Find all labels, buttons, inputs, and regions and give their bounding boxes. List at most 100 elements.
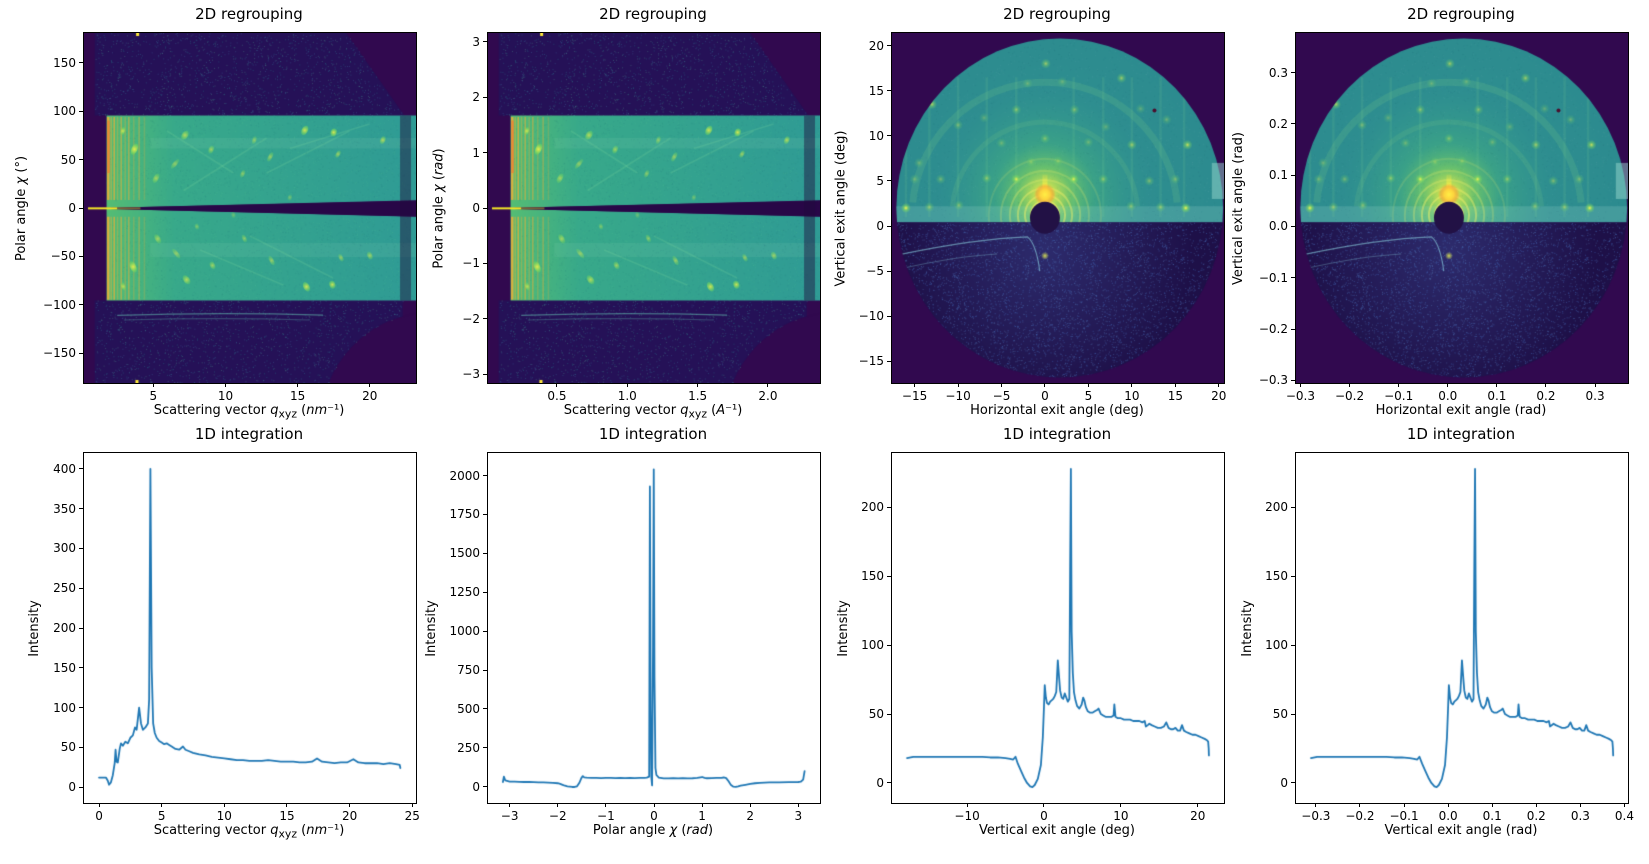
axes-frame bbox=[891, 32, 1225, 384]
y-tick-mark bbox=[483, 207, 487, 209]
y-tick-label: −2 bbox=[462, 311, 480, 326]
x-tick-label: −0.1 bbox=[1384, 389, 1414, 403]
y-tick-mark bbox=[79, 110, 83, 112]
x-tick-mark bbox=[1545, 383, 1547, 387]
y-tick-mark bbox=[79, 159, 83, 161]
y-tick-label: 100 bbox=[53, 700, 76, 715]
x-tick-label: 0.2 bbox=[1536, 389, 1556, 403]
axes-frame bbox=[1295, 32, 1629, 384]
axes-frame bbox=[83, 32, 417, 384]
y-tick-label: 3 bbox=[472, 34, 480, 49]
y-tick-mark bbox=[483, 513, 487, 515]
y-tick-label: 150 bbox=[53, 660, 76, 675]
plot-title: 1D integration bbox=[194, 425, 304, 443]
y-tick-mark bbox=[483, 152, 487, 154]
x-tick-mark bbox=[914, 383, 916, 387]
subplot-2d-regroup-exit-rad: 2D regrouping Vertical exit angle (rad) … bbox=[1231, 5, 1629, 418]
y-tick-label: 0 bbox=[876, 775, 884, 790]
subplot-2d-regroup-qnm-chideg: 2D regrouping Polar angle χ (°) Scatteri… bbox=[15, 5, 417, 421]
y-tick-mark bbox=[1291, 225, 1295, 227]
x-tick-label: 25 bbox=[404, 809, 420, 823]
y-tick-mark bbox=[79, 627, 83, 629]
x-tick-mark bbox=[1001, 383, 1002, 387]
x-tick-label: 0.4 bbox=[1614, 809, 1635, 823]
y-tick-label: 300 bbox=[53, 541, 76, 556]
y-tick-label: 0.3 bbox=[1268, 65, 1288, 80]
x-tick-mark bbox=[653, 803, 655, 807]
y-tick-label: 50 bbox=[60, 740, 76, 755]
x-tick-label: −5 bbox=[992, 389, 1011, 403]
subplot-2d-regroup-qA-chirad: 2D regrouping Polar angle χ (rad) Scatte… bbox=[432, 5, 821, 421]
x-tick-label: −0.1 bbox=[1389, 809, 1419, 823]
line-plot-canvas bbox=[1296, 453, 1628, 803]
y-tick-label: −50 bbox=[50, 249, 76, 264]
y-tick-label: 10 bbox=[868, 128, 884, 143]
heatmap-canvas bbox=[84, 33, 416, 383]
y-tick-label: 1750 bbox=[449, 507, 480, 522]
y-tick-label: −1 bbox=[462, 256, 480, 271]
x-tick-label: 0.5 bbox=[547, 389, 567, 403]
heatmap-canvas bbox=[1296, 33, 1628, 383]
x-tick-mark bbox=[1197, 803, 1199, 807]
y-tick-mark bbox=[483, 669, 487, 671]
axes-frame bbox=[1295, 452, 1629, 804]
y-tick-mark bbox=[887, 506, 891, 508]
x-tick-mark bbox=[224, 383, 226, 387]
y-tick-mark bbox=[1291, 379, 1295, 381]
x-tick-label: 2.0 bbox=[758, 389, 778, 403]
x-tick-mark bbox=[626, 383, 628, 387]
line-plot-canvas bbox=[892, 453, 1224, 803]
y-tick-mark bbox=[483, 373, 487, 375]
y-tick-label: 350 bbox=[53, 501, 76, 516]
x-tick-mark bbox=[1535, 803, 1537, 807]
y-tick-mark bbox=[79, 547, 83, 549]
x-tick-label: 0.3 bbox=[1570, 809, 1590, 823]
x-tick-mark bbox=[223, 803, 225, 807]
x-tick-mark bbox=[1623, 803, 1625, 807]
y-tick-label: 0 bbox=[472, 201, 480, 215]
x-tick-label: 1.0 bbox=[617, 389, 637, 403]
y-tick-label: 0 bbox=[876, 219, 884, 234]
y-tick-label: 750 bbox=[457, 663, 480, 677]
y-tick-label: 50 bbox=[60, 152, 76, 167]
x-tick-mark bbox=[1594, 383, 1596, 387]
y-tick-mark bbox=[483, 318, 487, 320]
x-tick-mark bbox=[1491, 803, 1493, 807]
x-tick-mark bbox=[697, 383, 699, 387]
y-tick-mark bbox=[1291, 782, 1295, 784]
y-tick-label: 200 bbox=[1265, 500, 1288, 515]
y-tick-label: 0.2 bbox=[1268, 116, 1288, 131]
line-plot-canvas bbox=[488, 453, 820, 803]
x-tick-mark bbox=[701, 803, 703, 807]
plot-title: 2D regrouping bbox=[599, 5, 707, 23]
x-tick-label: −3 bbox=[500, 809, 519, 823]
y-tick-mark bbox=[483, 708, 487, 710]
plot-title: 1D integration bbox=[598, 425, 708, 443]
plot-title: 1D integration bbox=[1002, 425, 1112, 443]
y-tick-label: −15 bbox=[858, 354, 884, 369]
y-tick-label: 0 bbox=[68, 201, 76, 215]
x-tick-mark bbox=[1359, 803, 1361, 807]
y-tick-label: 5 bbox=[876, 173, 884, 188]
plot-title: 2D regrouping bbox=[195, 5, 303, 23]
x-tick-mark bbox=[1299, 383, 1301, 387]
y-tick-mark bbox=[1291, 713, 1295, 715]
y-tick-label: 150 bbox=[861, 569, 884, 584]
x-tick-label: 10 bbox=[216, 809, 232, 823]
y-tick-label: 200 bbox=[861, 500, 884, 515]
y-tick-mark bbox=[483, 552, 487, 554]
x-axis-label: Vertical exit angle (rad) bbox=[1384, 823, 1538, 838]
x-tick-label: 0.2 bbox=[1526, 809, 1546, 823]
x-axis-label: Polar angle χ (rad) bbox=[592, 823, 714, 838]
y-tick-label: 0 bbox=[1280, 775, 1288, 790]
x-tick-label: −0.2 bbox=[1345, 809, 1375, 823]
y-tick-mark bbox=[1291, 506, 1295, 508]
x-tick-mark bbox=[1447, 383, 1449, 387]
y-tick-label: −100 bbox=[43, 297, 76, 312]
y-tick-mark bbox=[1291, 123, 1295, 125]
y-tick-mark bbox=[887, 270, 891, 272]
y-tick-mark bbox=[483, 475, 487, 477]
y-tick-mark bbox=[887, 782, 891, 784]
y-tick-label: 1250 bbox=[449, 585, 480, 600]
x-tick-label: 3 bbox=[794, 809, 803, 823]
